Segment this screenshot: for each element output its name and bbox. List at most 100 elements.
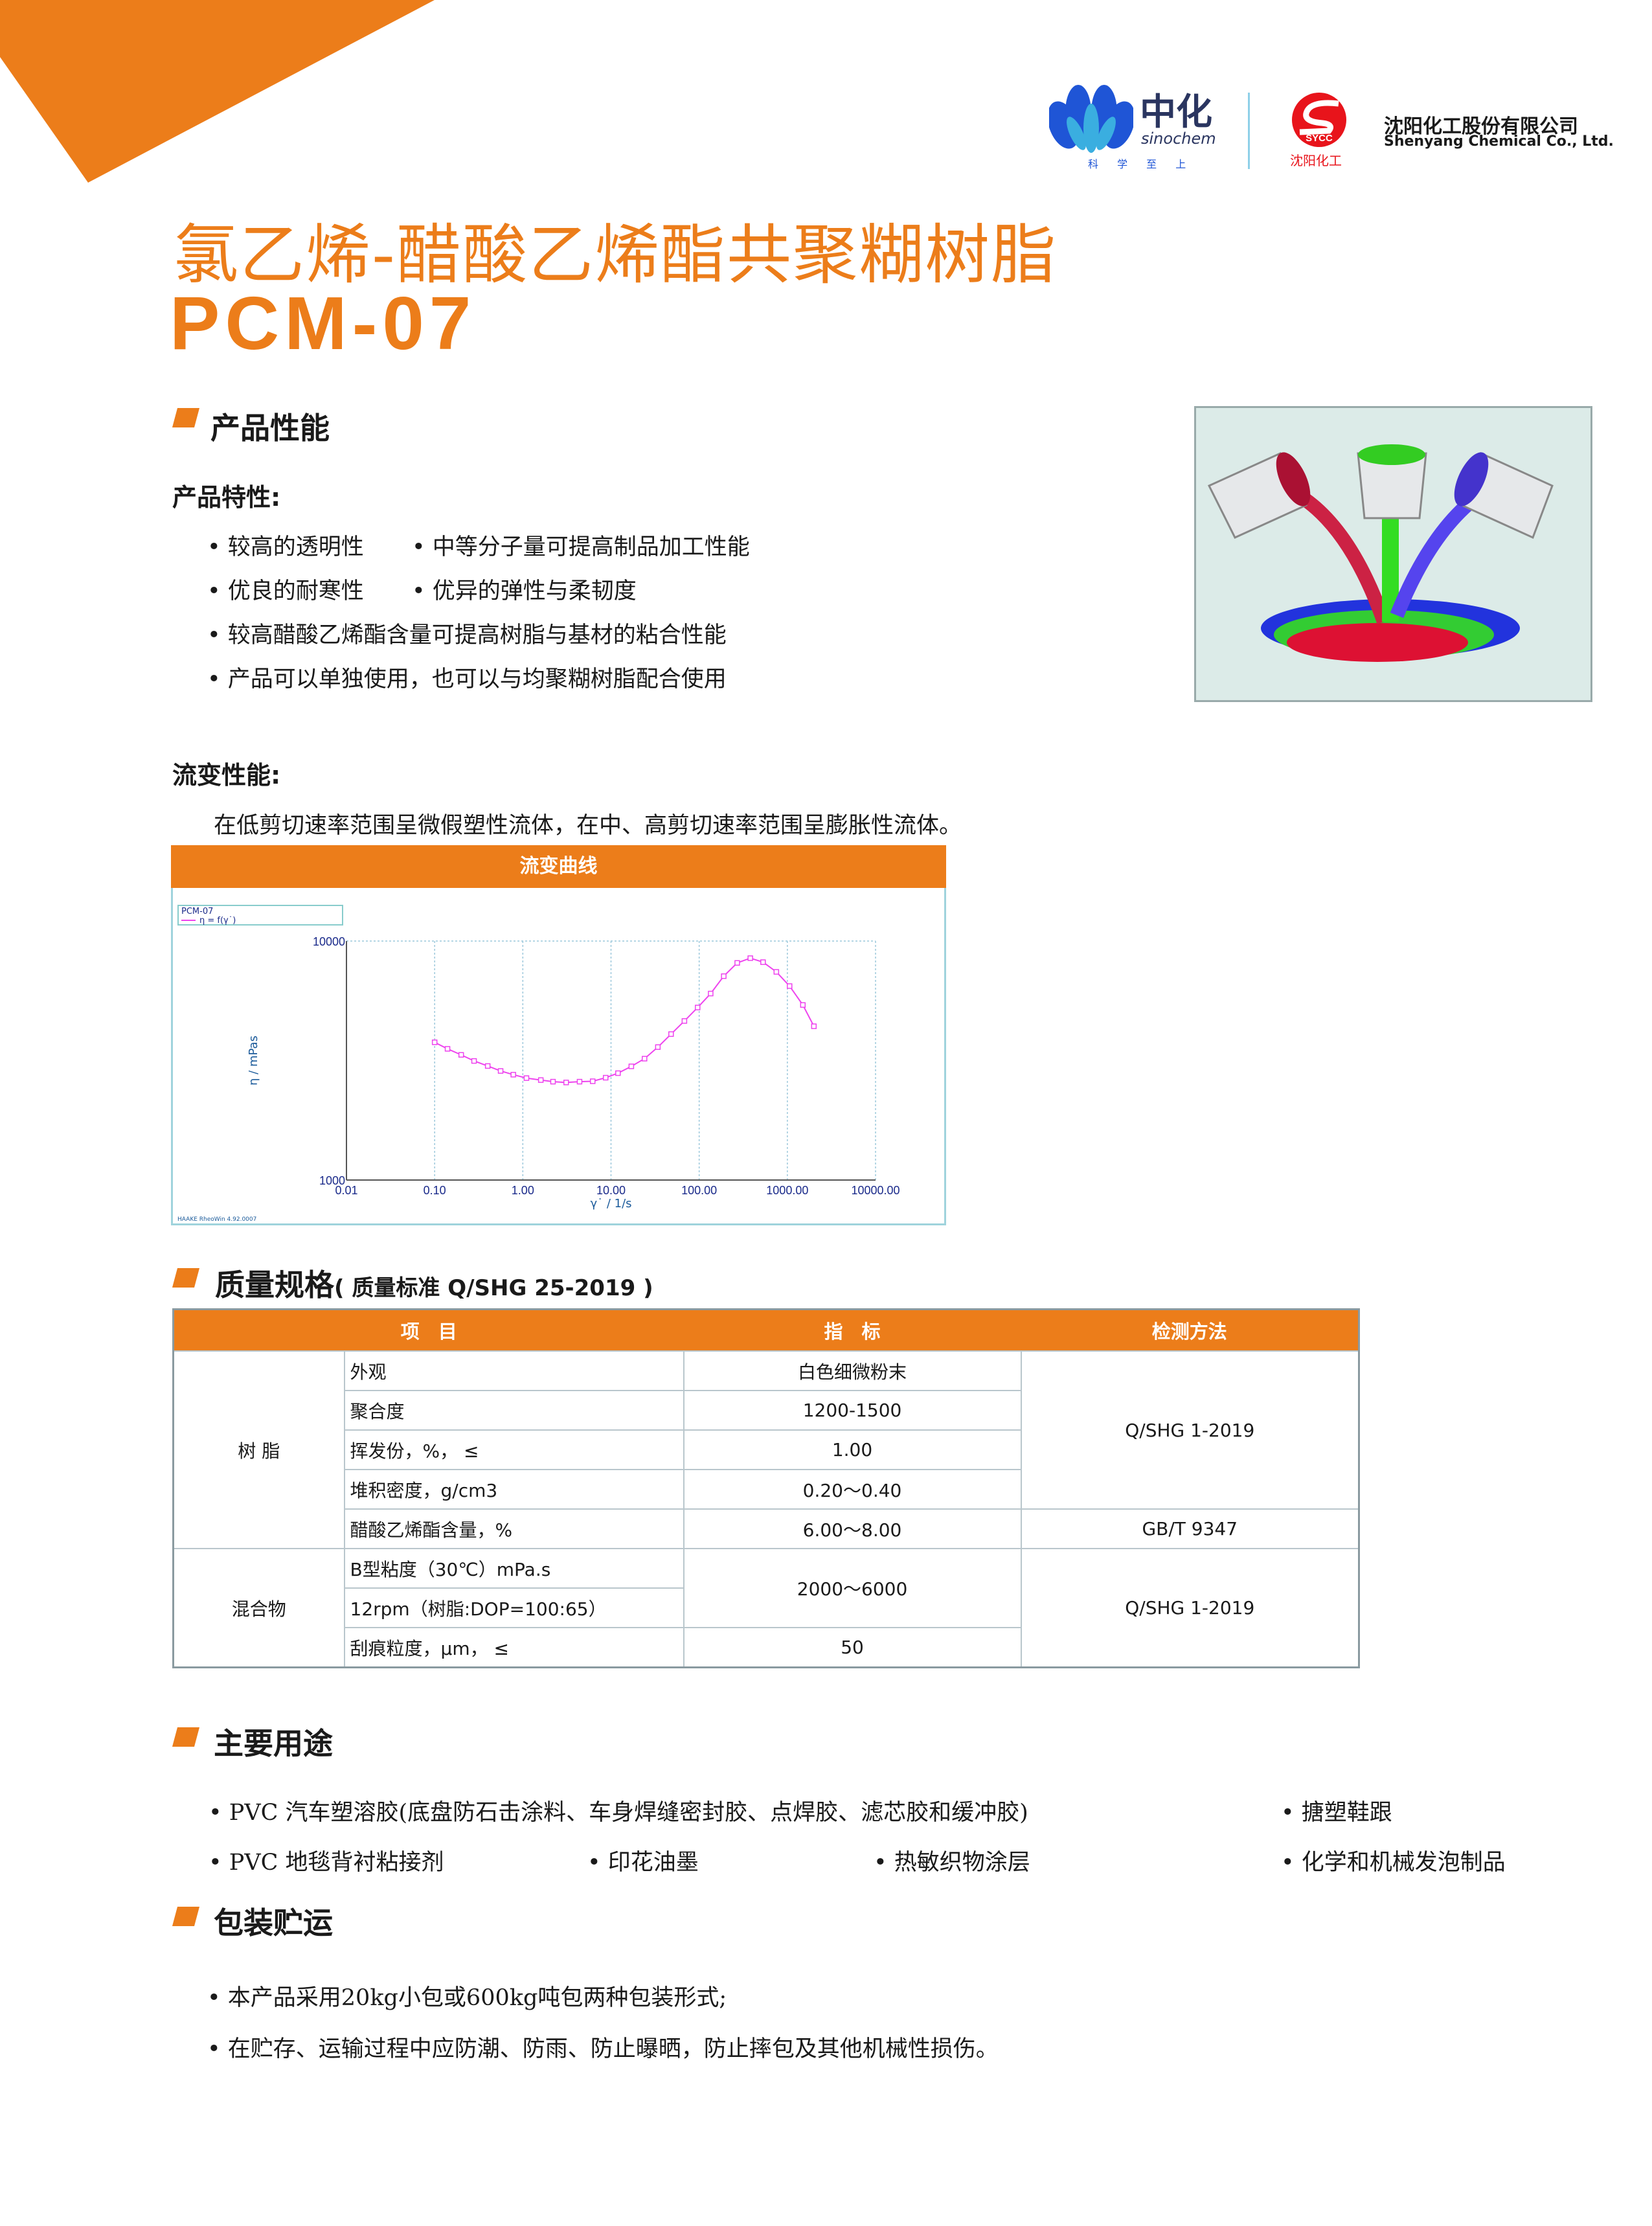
corner-decoration (0, 0, 435, 183)
section-marker (172, 1907, 200, 1926)
rheology-text: 在低剪切速率范围呈微假塑性流体，在中、高剪切速率范围呈膨胀性流体。 (214, 813, 962, 839)
paint-pouring-image (1194, 406, 1592, 702)
feature-item: • 优异的弹性与柔韧度 (412, 578, 637, 604)
company-name-en: Shenyang Chemical Co., Ltd. (1384, 133, 1614, 150)
data-point (576, 1078, 583, 1085)
item-cell: 刮痕粒度，μm， ≤ (343, 1627, 685, 1668)
section-marker (172, 1268, 200, 1288)
legend-title: PCM-07 (181, 907, 213, 916)
data-point (431, 1039, 438, 1045)
data-point (471, 1058, 477, 1064)
data-point (484, 1063, 491, 1069)
company-name-cn: 沈阳化工股份有限公司 (1384, 115, 1578, 138)
section-heading-packaging: 包装贮运 (214, 1905, 333, 1940)
section-heading-quality: 质量规格( 质量标准 Q/SHG 25-2019 ) (215, 1267, 653, 1302)
use-item: • 化学和机械发泡制品 (1281, 1850, 1506, 1876)
item-cell: 挥发份，%， ≤ (343, 1429, 685, 1470)
data-point (760, 959, 766, 965)
x-axis-label: γ˙ / 1/s (590, 1197, 631, 1210)
table-row: 聚合度 1200-1500 (174, 1390, 1359, 1431)
rheology-title: 流变性能: (172, 761, 281, 789)
data-point (537, 1077, 544, 1083)
data-point (668, 1031, 674, 1037)
sycc-logo: SYCC 沈阳化工 (1277, 91, 1368, 175)
x-tick-label: 10000.00 (851, 1184, 900, 1197)
sinochem-logo: 中化 sinochem 科 学 至 上 (1049, 83, 1230, 174)
x-tick-label: 10.00 (596, 1184, 626, 1197)
method-cell: Q/SHG 1-2019 (1020, 1350, 1360, 1510)
item-cell: 聚合度 (343, 1390, 685, 1431)
data-point (550, 1078, 556, 1085)
table-row: 醋酸乙烯酯含量，% 6.00～8.00 GB/T 9347 (174, 1508, 1360, 1549)
data-point (615, 1070, 621, 1076)
sycc-cn-short: 沈阳化工 (1290, 153, 1342, 168)
legend-box (177, 905, 343, 926)
data-point (800, 1002, 806, 1008)
data-point (589, 1078, 596, 1084)
group-name: 混合物 (172, 1548, 345, 1668)
data-point (721, 973, 727, 979)
data-point (603, 1074, 609, 1081)
data-point (787, 983, 793, 989)
chart-footer: HAAKE RheoWin 4.92.0007 (177, 1216, 256, 1223)
data-point (523, 1075, 530, 1081)
table-header: 项 目 指 标 检测方法 (173, 1309, 1359, 1351)
value-cell: 6.00～8.00 (683, 1508, 1022, 1549)
section-heading-uses: 主要用途 (214, 1726, 333, 1761)
data-point (510, 1072, 516, 1078)
series-line (434, 957, 815, 1084)
data-point (708, 990, 714, 997)
table-row: 堆积密度，g/cm3 0.20～0.40 (174, 1469, 1359, 1510)
col-method: 检测方法 (1021, 1309, 1359, 1351)
feature-item: • 中等分子量可提高制品加工性能 (412, 534, 750, 560)
data-point (773, 969, 780, 975)
section-marker (172, 408, 200, 427)
table-row: 挥发份，%， ≤ 1.00 (174, 1429, 1359, 1470)
section-heading-performance: 产品性能 (210, 411, 330, 446)
item-cell: 12rpm（树脂:DOP=100:65） (343, 1587, 685, 1628)
use-item: • PVC 汽车塑溶胶(底盘防石击涂料、车身焊缝密封胶、点焊胶、滤芯胶和缓冲胶) (209, 1800, 1028, 1826)
chart-plot: 0.01 0.10 1.00 10.00 100.00 1000.00 10000.00 10… (177, 905, 900, 1223)
features-title: 产品特性: (172, 483, 281, 512)
value-cell: 1200-1500 (683, 1390, 1022, 1431)
col-item: 项 目 (173, 1309, 684, 1351)
x-tick-label: 0.10 (424, 1184, 446, 1197)
chart-title: 流变曲线 (171, 845, 946, 888)
value-cell: 0.20～0.40 (683, 1469, 1022, 1510)
y-axis-label: η / mPas (247, 1036, 260, 1085)
feature-item: • 优良的耐寒性 (207, 578, 364, 604)
value-cell: 2000～6000 (683, 1548, 1022, 1628)
y-tick-label: 1000 (319, 1174, 345, 1187)
data-point (642, 1056, 648, 1062)
item-cell: 外观 (343, 1350, 685, 1391)
sinochem-slogan: 科 学 至 上 (1088, 158, 1194, 170)
product-code: PCM-07 (170, 281, 477, 365)
x-tick-label: 1000.00 (766, 1184, 808, 1197)
data-point (628, 1063, 635, 1069)
data-point (563, 1080, 569, 1085)
group-name: 树 脂 (172, 1350, 345, 1549)
data-point (695, 1005, 701, 1010)
data-point (811, 1023, 817, 1029)
x-tick-label: 0.01 (335, 1184, 357, 1197)
packaging-item: • 本产品采用20kg小包或600kg吨包两种包装形式; (207, 1985, 727, 2011)
data-point (497, 1068, 504, 1074)
item-cell: 醋酸乙烯酯含量，% (343, 1508, 685, 1549)
use-item: • 印花油墨 (587, 1850, 699, 1876)
col-value: 指 标 (683, 1309, 1021, 1351)
table-row: 树 脂 外观 白色细微粉末 Q/SHG 1-2019 (172, 1350, 1360, 1549)
data-point (734, 960, 740, 966)
data-point (444, 1046, 451, 1052)
use-item: • 热敏织物涂层 (874, 1850, 1030, 1876)
legend-entry: η = f(γ˙) (199, 916, 236, 926)
table-row: 刮痕粒度，μm， ≤ 50 (174, 1627, 1359, 1668)
logo-divider (1248, 93, 1250, 169)
value-cell: 1.00 (683, 1429, 1022, 1470)
value-cell: 50 (683, 1627, 1022, 1668)
data-point (458, 1052, 464, 1058)
x-tick-label: 1.00 (512, 1184, 534, 1197)
section-marker (172, 1727, 200, 1747)
use-item: • PVC 地毯背衬粘接剂 (209, 1850, 444, 1876)
feature-item: • 产品可以单独使用，也可以与均聚糊树脂配合使用 (207, 666, 727, 692)
feature-item: • 较高醋酸乙烯酯含量可提高树脂与基材的粘合性能 (207, 622, 727, 648)
